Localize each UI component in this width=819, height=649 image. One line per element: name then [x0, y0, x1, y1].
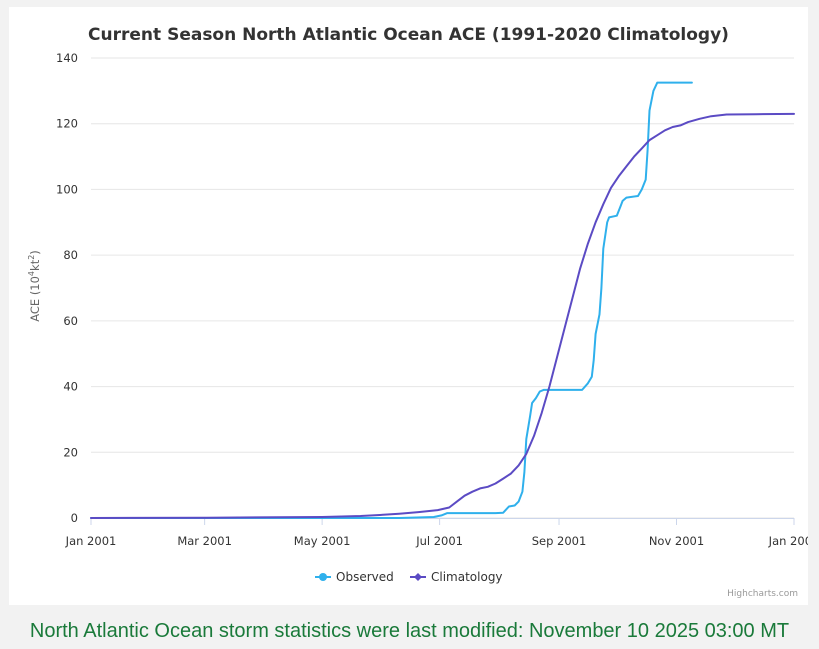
- series-line-observed: [90, 81, 693, 519]
- legend-label-observed: Observed: [336, 570, 394, 584]
- x-tick-label-2: May 2001: [294, 534, 351, 548]
- climatology-legend-marker: [414, 573, 422, 581]
- y-tick-label-100: 100: [56, 182, 78, 196]
- chart-title: Current Season North Atlantic Ocean ACE …: [88, 25, 729, 45]
- chart-panel: Current Season North Atlantic Ocean ACE …: [9, 7, 808, 605]
- x-tick-label-5: Nov 2001: [649, 534, 704, 548]
- legend-label-climatology: Climatology: [431, 570, 503, 584]
- observed-legend-marker: [319, 573, 327, 581]
- x-axis-ticks: Jan 2001 Mar 2001 May 2001 Jul 2001 Sep 2001…: [65, 518, 808, 548]
- last-modified-note: North Atlantic Ocean storm statistics we…: [29, 620, 790, 642]
- y-tick-label-140: 140: [56, 51, 78, 65]
- x-tick-label-0: Jan 2001: [65, 534, 117, 548]
- y-axis-label: ACE (104kt2): [27, 250, 42, 322]
- y-tick-label-80: 80: [63, 248, 78, 262]
- grid-lines: [91, 57, 794, 519]
- y-tick-label-20: 20: [63, 445, 78, 459]
- legend-item-climatology[interactable]: Climatology: [410, 570, 503, 584]
- x-tick-label-1: Mar 2001: [177, 534, 232, 548]
- series-line-climatology: [90, 112, 795, 519]
- legend: Observed Climatology: [315, 570, 503, 584]
- x-tick-label-3: Jul 2001: [415, 534, 463, 548]
- series-layer: [90, 81, 795, 519]
- credits-link[interactable]: Highcharts.com: [727, 589, 798, 599]
- y-tick-label-60: 60: [63, 314, 78, 328]
- chart-svg: 0 20 40 60 80 100 120 140 ACE (104kt2) Jan 2001…: [27, 51, 808, 584]
- y-tick-label-40: 40: [63, 380, 78, 394]
- y-axis-ticks: 0 20 40 60 80 100 120 140: [56, 51, 78, 525]
- x-tick-label-6: Jan 2002: [768, 534, 808, 548]
- y-tick-label-120: 120: [56, 117, 78, 131]
- x-tick-label-4: Sep 2001: [532, 534, 587, 548]
- legend-item-observed[interactable]: Observed: [315, 570, 394, 584]
- y-tick-label-0: 0: [71, 511, 78, 525]
